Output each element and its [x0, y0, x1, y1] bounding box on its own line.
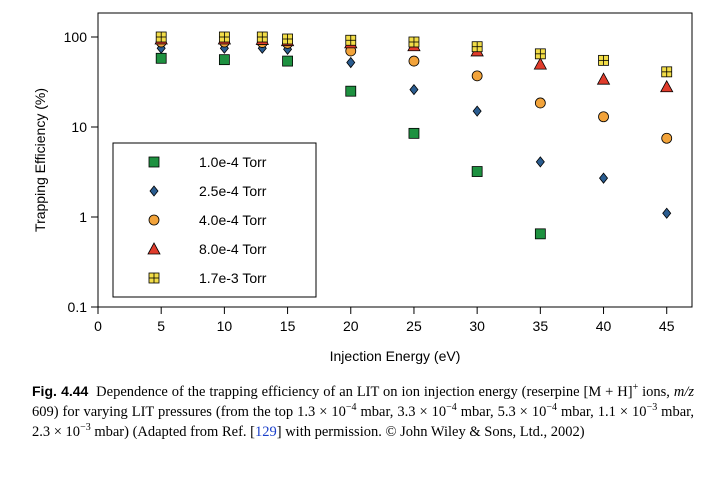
data-point — [535, 156, 545, 168]
data-point — [533, 57, 548, 70]
caption-sup: −4 — [345, 402, 357, 414]
trapping-efficiency-chart: 0 5 10 15 20 25 30 35 40 45 0.1 1 10 100 Injection E… — [32, 12, 693, 364]
caption-text: mbar, 2.3 × 10 — [32, 404, 695, 440]
data-point — [155, 52, 167, 64]
figure-label: Fig. 4.44 — [32, 383, 89, 399]
data-point — [218, 54, 230, 66]
data-point — [660, 79, 674, 93]
data-point — [408, 55, 420, 67]
x-tick-label: 25 — [406, 318, 422, 334]
data-point — [599, 172, 609, 184]
data-point — [661, 132, 673, 144]
series-5 — [155, 31, 673, 78]
caption-text: mbar, 3.3 × 10 — [356, 404, 447, 420]
x-tick-label: 5 — [157, 318, 165, 334]
data-point — [534, 228, 546, 240]
data-point — [472, 105, 482, 117]
data-point — [534, 48, 546, 60]
x-tick-label: 30 — [469, 318, 485, 334]
caption-sup: −4 — [446, 402, 457, 414]
y-axis-ticks: 0.1 1 10 100 — [64, 29, 98, 315]
legend: 1.0e-4 Torr 2.5e-4 Torr 4.0e-4 Torr 8.0e-4 … — [112, 142, 317, 298]
caption-mz: m/z — [673, 384, 695, 400]
caption-text: 609) for varying LIT pressures (from the… — [32, 404, 346, 420]
reference-link[interactable]: 129 — [254, 424, 277, 440]
caption-text: mbar, 1.1 × 10 — [556, 404, 647, 420]
data-point — [345, 34, 357, 46]
caption-text: mbar) (Adapted from Ref. [ — [90, 424, 255, 440]
data-point — [218, 31, 230, 43]
data-point — [662, 207, 672, 219]
y-tick-label: 1 — [79, 209, 87, 225]
caption-text: mbar, 5.3 × 10 — [456, 404, 547, 420]
data-point — [596, 72, 611, 85]
data-point — [409, 84, 419, 96]
legend-box — [112, 142, 317, 298]
legend-label: 1.7e-3 Torr — [199, 270, 267, 286]
legend-label: 2.5e-4 Torr — [199, 183, 267, 199]
data-point — [282, 55, 293, 67]
data-point — [661, 66, 673, 78]
data-point — [471, 41, 483, 53]
data-point — [256, 31, 268, 43]
x-tick-label: 0 — [94, 318, 102, 334]
y-tick-label: 0.1 — [68, 299, 88, 315]
data-point — [534, 97, 546, 109]
data-point — [408, 127, 420, 139]
y-tick-label: 100 — [64, 29, 88, 45]
series-1 — [155, 52, 546, 240]
x-tick-label: 35 — [533, 318, 549, 334]
caption-sup: −3 — [646, 402, 658, 414]
figure-caption: Fig. 4.44 Dependence of the trapping eff… — [32, 381, 694, 442]
caption-sup: + — [632, 382, 639, 394]
data-point — [346, 56, 356, 69]
legend-marker — [149, 185, 159, 197]
caption-text: Dependence of the trapping efficiency of… — [96, 384, 633, 400]
legend-label: 1.0e-4 Torr — [199, 154, 267, 170]
caption-sup: −3 — [80, 422, 91, 434]
data-point — [408, 36, 420, 48]
x-axis-ticks: 0 5 10 15 20 25 30 35 40 45 — [94, 307, 675, 334]
x-tick-label: 20 — [343, 318, 359, 334]
caption-sup: −4 — [546, 402, 557, 414]
x-tick-label: 15 — [280, 318, 296, 334]
data-point — [471, 166, 483, 177]
legend-marker — [148, 272, 160, 284]
y-tick-label: 10 — [71, 119, 87, 135]
legend-marker — [147, 242, 161, 255]
data-point — [598, 54, 609, 66]
y-axis-label: Trapping Efficiency (%) — [32, 88, 48, 232]
data-point — [598, 111, 609, 123]
x-tick-label: 10 — [217, 318, 233, 334]
x-tick-label: 40 — [596, 318, 612, 334]
data-point — [282, 33, 293, 45]
legend-label: 4.0e-4 Torr — [199, 212, 267, 228]
legend-marker — [148, 214, 160, 226]
legend-label: 8.0e-4 Torr — [199, 241, 267, 257]
caption-text: ions, — [638, 384, 674, 400]
x-axis-label: Injection Energy (eV) — [330, 348, 461, 364]
data-point — [345, 85, 357, 97]
data-point — [471, 70, 483, 82]
data-points — [154, 31, 674, 240]
plot-frame — [97, 12, 693, 308]
x-tick-label: 45 — [659, 318, 675, 334]
caption-text: ] with permission. © John Wiley & Sons, … — [276, 424, 585, 440]
data-point — [155, 31, 167, 43]
legend-marker — [148, 156, 160, 168]
